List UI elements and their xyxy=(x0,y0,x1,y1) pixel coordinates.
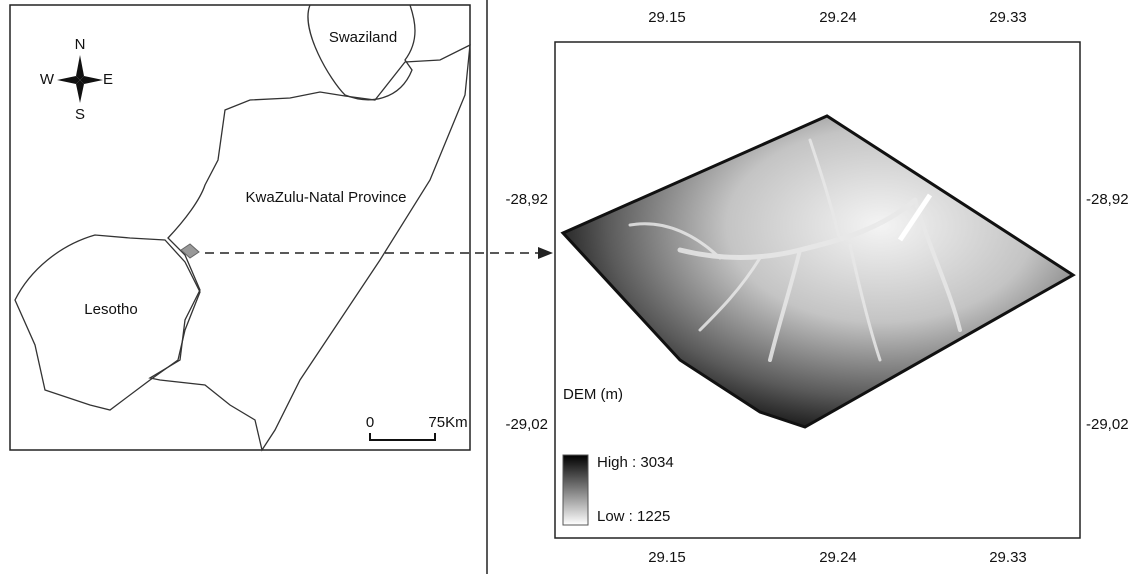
arrow-head xyxy=(538,247,553,259)
legend: DEM (m) High : 3034 Low : 1225 xyxy=(562,386,674,526)
bottom-tick-label: 29.24 xyxy=(819,549,857,566)
right-tick-label: -29,02 xyxy=(1086,416,1129,433)
left-panel-frame xyxy=(9,4,471,451)
dem-boundary xyxy=(560,114,1076,429)
compass-n: N xyxy=(75,36,86,53)
scale-start: 0 xyxy=(366,414,374,431)
legend-ramp xyxy=(562,454,589,526)
lesotho-label: Lesotho xyxy=(84,301,137,318)
bottom-tick-label: 29.33 xyxy=(989,549,1027,566)
compass-s: S xyxy=(75,106,85,123)
right-tick-label: -28,92 xyxy=(1086,191,1129,208)
left-tick-label: -28,92 xyxy=(505,191,548,208)
province-label: KwaZulu-Natal Province xyxy=(246,189,407,206)
province-outline xyxy=(148,43,471,452)
tick-labels: 29.15 29.24 29.33 29.15 29.24 29.33 -28,92 -29,… xyxy=(505,9,1128,566)
swaziland-outline xyxy=(307,4,416,101)
scale-end: 75Km xyxy=(428,414,467,431)
map-frame xyxy=(554,41,1081,539)
legend-title: DEM (m) xyxy=(563,386,623,403)
left-tick-label: -29,02 xyxy=(505,416,548,433)
legend-high: High : 3034 xyxy=(597,454,674,471)
top-tick-label: 29.15 xyxy=(648,9,686,26)
dem-raster xyxy=(563,116,1073,427)
compass-e: E xyxy=(103,71,113,88)
legend-low: Low : 1225 xyxy=(597,508,670,525)
compass-w: W xyxy=(40,71,55,88)
scale-bar: 0 75Km xyxy=(366,414,468,441)
lesotho-outline xyxy=(14,234,201,411)
top-tick-label: 29.24 xyxy=(819,9,857,26)
study-area-marker xyxy=(180,243,200,259)
top-tick-label: 29.33 xyxy=(989,9,1027,26)
compass: N S W E xyxy=(40,36,113,123)
bottom-tick-label: 29.15 xyxy=(648,549,686,566)
swaziland-label: Swaziland xyxy=(329,29,397,46)
